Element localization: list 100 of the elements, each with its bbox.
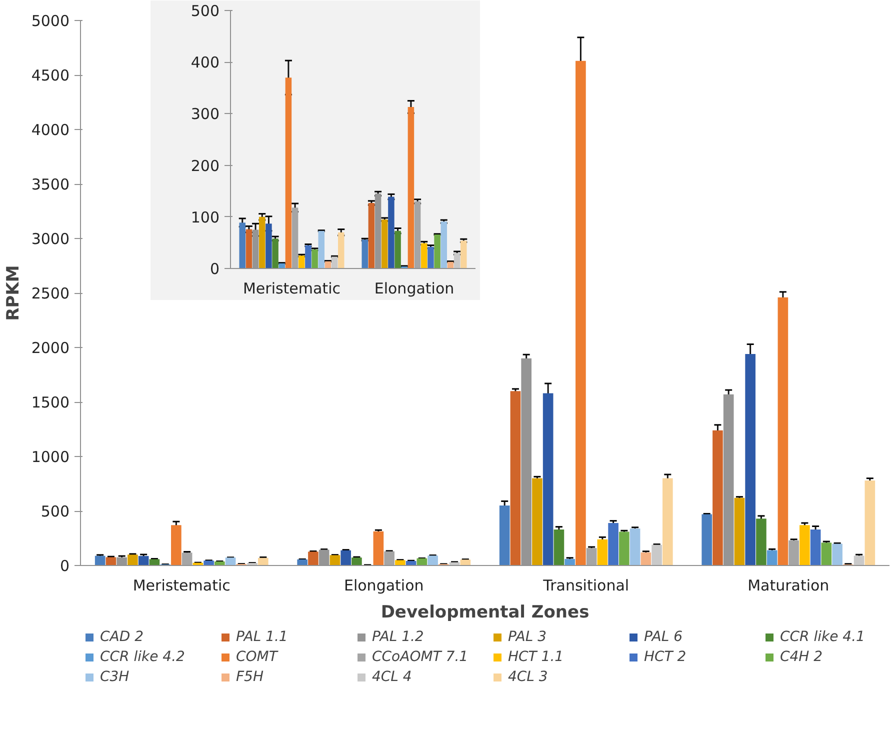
bar	[149, 559, 160, 566]
bar	[778, 297, 788, 566]
bar	[246, 229, 252, 268]
bar	[171, 525, 182, 566]
bar	[373, 531, 384, 566]
bar	[308, 552, 318, 566]
bar	[428, 246, 434, 268]
bar	[766, 550, 778, 566]
bar	[832, 544, 842, 566]
bar	[305, 245, 312, 268]
bar	[414, 201, 421, 268]
y-tick-label: 300	[190, 105, 220, 124]
bar	[340, 550, 351, 566]
bar	[800, 525, 810, 566]
y-tick-label: 4500	[31, 66, 70, 84]
x-tick-label: Transitional	[542, 576, 630, 594]
bar	[297, 559, 308, 566]
bar	[640, 552, 652, 566]
bar	[225, 558, 236, 566]
bar	[756, 518, 766, 566]
y-tick-label: 5000	[31, 12, 70, 30]
bar	[368, 202, 375, 268]
bar	[408, 106, 414, 268]
legend-label: CCoAOMT 7.1	[372, 649, 470, 665]
y-tick-label: 500	[40, 502, 70, 520]
y-tick-label: 3500	[31, 176, 70, 194]
bar	[460, 240, 467, 268]
bar	[278, 263, 285, 268]
bar	[384, 551, 394, 566]
y-tick-label: 1500	[31, 394, 70, 412]
bar	[734, 498, 745, 566]
x-axis-title: Developmental Zones	[380, 602, 590, 622]
x-tick-label: Meristematic	[242, 280, 341, 298]
bar	[597, 539, 608, 566]
bar	[330, 555, 340, 566]
legend-label: CCR like 4.1	[780, 629, 866, 645]
bar	[542, 393, 554, 566]
bar	[352, 558, 362, 566]
bar	[745, 354, 756, 566]
x-tick-label: Meristematic	[132, 576, 230, 594]
bar	[292, 208, 298, 268]
bar	[331, 256, 338, 268]
bar	[454, 253, 460, 268]
bar	[182, 552, 192, 566]
y-tick-label: 2500	[31, 284, 70, 302]
bar	[499, 506, 510, 566]
y-tick-label: 0	[60, 557, 70, 575]
y-tick-label: 100	[190, 208, 220, 226]
bar	[416, 558, 428, 566]
bar	[394, 230, 401, 268]
legend-label: C4H 2	[780, 649, 824, 665]
bar	[258, 558, 268, 566]
y-tick-label: 500	[190, 2, 220, 20]
bar	[258, 216, 266, 268]
bar	[564, 558, 575, 566]
bar	[630, 528, 640, 566]
bar	[362, 240, 368, 268]
bar	[662, 478, 673, 566]
x-tick-label: Elongation	[374, 280, 454, 298]
bar	[619, 532, 630, 566]
bar	[810, 530, 821, 566]
bar	[298, 256, 305, 268]
bar	[554, 530, 564, 566]
bar	[395, 560, 406, 566]
bar	[712, 430, 723, 566]
bar	[608, 522, 618, 566]
legend-label: 4CL 3	[508, 669, 549, 685]
bar	[821, 542, 832, 566]
bar	[440, 222, 448, 268]
bar	[318, 230, 325, 268]
bar	[94, 556, 106, 566]
legend-label: PAL 1.2	[372, 629, 425, 645]
bar	[312, 249, 318, 268]
bar	[285, 78, 292, 268]
bar	[510, 391, 521, 566]
bar	[702, 514, 712, 566]
bar	[576, 60, 586, 566]
legend-label: C3H	[100, 669, 130, 685]
bar	[381, 219, 388, 268]
bar	[204, 560, 214, 566]
y-tick-label: 200	[190, 156, 220, 175]
bar	[788, 540, 799, 566]
bar	[854, 556, 864, 566]
legend-label: HCT 1.1	[508, 649, 565, 665]
y-tick-label: 400	[190, 54, 220, 72]
bar	[138, 556, 149, 566]
bar	[338, 232, 344, 268]
bar	[652, 544, 662, 566]
bar	[214, 561, 225, 566]
bar	[106, 557, 116, 566]
y-axis-title: RPKM	[3, 265, 24, 321]
bar	[128, 554, 138, 566]
legend-label: HCT 2	[644, 649, 688, 665]
legend-label: PAL 6	[644, 629, 684, 645]
bar	[434, 234, 440, 268]
bar	[421, 243, 428, 268]
bar	[864, 480, 876, 566]
y-tick-label: 3000	[31, 230, 70, 248]
bar	[266, 224, 272, 268]
x-tick-label: Maturation	[748, 576, 830, 594]
